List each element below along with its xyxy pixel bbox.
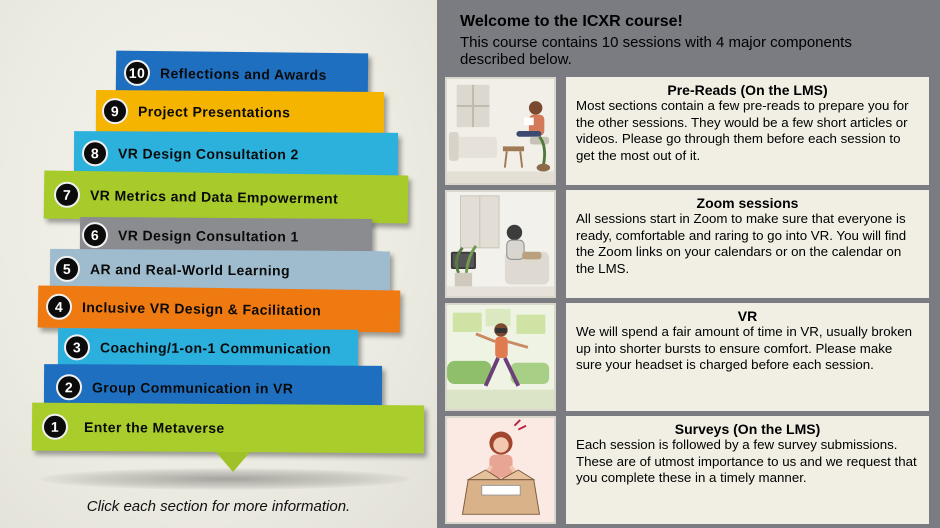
session-8-banner[interactable]: 8 VR Design Consultation 2 <box>73 131 399 177</box>
course-info-panel: Welcome to the ICXR course! This course … <box>437 0 940 528</box>
session-stack-panel: 10 Reflections and Awards 9 Project Pres… <box>0 0 437 528</box>
welcome-intro: This course contains 10 sessions with 4 … <box>460 34 852 68</box>
session-1-banner[interactable]: 1 Enter the Metaverse <box>31 402 425 454</box>
component-row-zoom: Zoom sessions All sessions start in Zoom… <box>445 190 929 298</box>
session-label: VR Design Consultation 1 <box>117 227 299 245</box>
component-description: Most sections contain a few pre-reads to… <box>576 98 909 163</box>
session-number-badge: 9 <box>101 98 129 125</box>
session-number-badge: 7 <box>53 181 81 208</box>
component-row-pre-reads: Pre-Reads (On the LMS) Most sections con… <box>445 77 929 185</box>
reading-illustration-icon[interactable] <box>445 77 556 185</box>
session-label: AR and Real-World Learning <box>89 261 290 279</box>
click-hint-text: Click each section for more information. <box>86 498 351 515</box>
session-4-banner[interactable]: 4 Inclusive VR Design & Facilitation <box>37 285 401 333</box>
session-label: Reflections and Awards <box>159 65 327 83</box>
vr-headset-illustration-icon[interactable] <box>445 303 556 411</box>
component-row-vr: VR We will spend a fair amount of time i… <box>445 303 929 411</box>
session-7-banner[interactable]: 7 VR Metrics and Data Empowerment <box>43 170 409 224</box>
component-card-pre-reads: Pre-Reads (On the LMS) Most sections con… <box>566 77 929 185</box>
session-label: VR Design Consultation 2 <box>117 145 299 163</box>
session-number-badge: 3 <box>63 334 91 361</box>
session-label: Coaching/1-on-1 Communication <box>99 339 331 357</box>
session-label: Enter the Metaverse <box>83 418 225 436</box>
session-number-badge: 4 <box>45 293 73 320</box>
component-title: Surveys (On the LMS) <box>674 421 821 437</box>
component-title: Pre-Reads (On the LMS) <box>667 82 828 98</box>
session-3-banner[interactable]: 3 Coaching/1-on-1 Communication <box>57 328 359 368</box>
session-label: VR Metrics and Data Empowerment <box>89 187 339 207</box>
session-number-badge: 1 <box>41 413 69 440</box>
session-label: Group Communication in VR <box>91 379 294 397</box>
survey-box-illustration-icon[interactable] <box>445 416 556 524</box>
session-number-badge: 8 <box>81 140 109 167</box>
component-description: All sessions start in Zoom to make sure … <box>576 211 907 276</box>
component-description: Each session is followed by a few survey… <box>576 437 917 486</box>
stack-shadow <box>40 468 410 490</box>
session-5-banner[interactable]: 5 AR and Real-World Learning <box>49 248 391 292</box>
session-9-banner[interactable]: 9 Project Presentations <box>95 89 385 135</box>
laptop-illustration-icon[interactable] <box>445 190 556 298</box>
welcome-title: Welcome to the ICXR course! <box>460 13 683 30</box>
component-card-vr: VR We will spend a fair amount of time i… <box>566 303 929 411</box>
session-label: Project Presentations <box>137 103 291 121</box>
component-card-zoom: Zoom sessions All sessions start in Zoom… <box>566 190 929 298</box>
component-title: VR <box>737 308 758 324</box>
component-title: Zoom sessions <box>696 195 799 211</box>
stack-pointer-arrow <box>216 452 250 472</box>
session-number-badge: 10 <box>123 59 151 87</box>
session-number-badge: 2 <box>55 374 83 401</box>
component-row-surveys: Surveys (On the LMS) Each session is fol… <box>445 416 929 524</box>
session-label: Inclusive VR Design & Facilitation <box>81 299 322 319</box>
component-card-surveys: Surveys (On the LMS) Each session is fol… <box>566 416 929 524</box>
component-description: We will spend a fair amount of time in V… <box>576 324 913 373</box>
session-number-badge: 5 <box>53 255 81 283</box>
session-number-badge: 6 <box>81 221 109 249</box>
